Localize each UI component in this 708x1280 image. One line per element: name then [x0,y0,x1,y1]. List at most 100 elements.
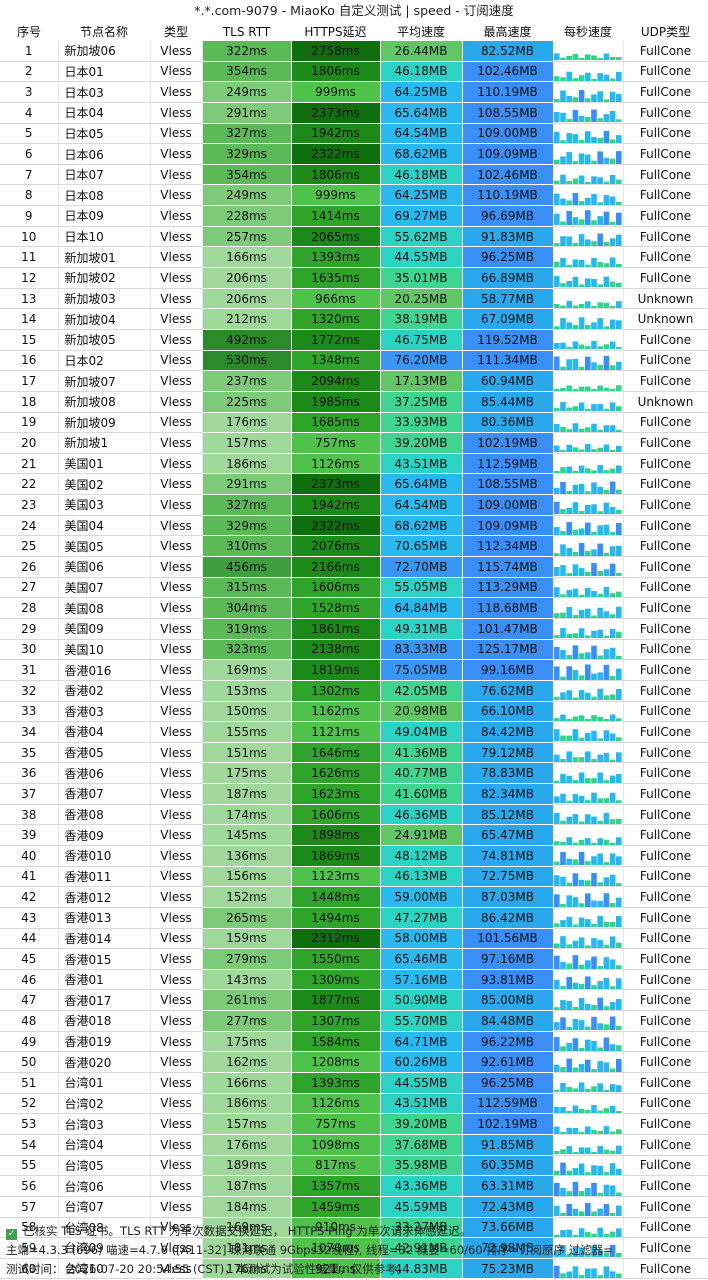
speed-sample-bar [596,900,603,907]
speed-sample-bar [609,365,615,370]
cell-per-second-speed [553,1113,624,1135]
cell-tls-rtt: 291ms [202,102,292,124]
cell-avg-speed: 39.20MB [380,1113,463,1135]
cell-node-name: 新加坡04 [58,308,151,330]
speed-sample-bar [565,428,572,432]
cell-https-latency: 1861ms [291,618,381,640]
speed-sample-bar [559,986,566,989]
speed-sample-bar [615,1058,622,1072]
cell-tls-rtt: 304ms [202,597,292,619]
cell-index: 50 [0,1051,59,1074]
cell-per-second-speed [553,577,624,599]
speed-sample-bar [609,468,615,473]
speed-sample-bar [565,718,572,721]
speed-sample-bar [559,1273,566,1278]
cell-index: 6 [0,143,59,165]
speed-sample-bar [572,1105,578,1113]
cell-udp-type: FullCone [623,515,708,537]
speed-sample-bar [584,278,591,288]
speed-sample-bar [578,879,584,886]
cell-avg-speed: 48.12MB [380,845,463,867]
speed-sample-bar [590,279,597,288]
speed-sample-bar [596,1165,603,1175]
cell-type: Vless [150,81,203,103]
table-row: 6 日本06 Vless 329ms 2322ms 68.62MB 109.09MB Full… [0,143,708,165]
per-second-speed-sparkline [553,1105,622,1113]
cell-max-speed: 112.59MB [462,453,554,475]
cell-per-second-speed [553,308,624,330]
cell-https-latency: 1320ms [291,308,381,330]
cell-per-second-speed [553,453,624,475]
footer-line-time: 测试时间： 2026-07-20 20:54:55 (CST)，本测试为试验性结… [6,1262,409,1276]
speed-sample-bar [578,738,584,742]
speed-sample-bar [553,388,560,391]
speed-sample-bar [596,448,603,453]
table-row: 8 日本08 Vless 249ms 999ms 64.25MB 110.19MB FullC… [0,184,708,207]
per-second-speed-sparkline [553,663,622,680]
speed-sample-bar [590,404,597,412]
speed-sample-bar [603,812,609,824]
speed-sample-bar [572,471,578,473]
table-row: 35 香港05 Vless 151ms 1646ms 41.36MB 79.12MB Full… [0,742,708,764]
speed-sample-bar [596,981,603,989]
speed-sample-bar [596,607,603,618]
cell-index: 20 [0,432,59,454]
speed-sample-bar [603,552,609,556]
speed-sample-bar [578,628,584,639]
speed-sample-bar [584,945,591,948]
speed-sample-bar [603,445,609,453]
per-second-speed-sparkline [553,402,622,412]
per-second-speed-sparkline [553,836,622,845]
speed-sample-bar [572,1181,578,1196]
cell-max-speed: 85.00MB [462,989,554,1012]
speed-sample-bar [584,444,591,453]
speed-sample-bar [565,95,572,102]
cell-avg-speed: 49.31MB [380,618,463,640]
table-row: 7 日本07 Vless 354ms 1806ms 46.18MB 102.46MB Full… [0,164,708,186]
cell-type: Vless [150,969,203,991]
speed-sample-bar [609,1163,615,1175]
speed-sample-bar [559,257,566,267]
speed-sample-bar [572,564,578,577]
cell-type: Vless [150,1196,203,1218]
cell-node-name: 香港08 [58,804,151,826]
cell-node-name: 香港02 [58,680,151,702]
speed-sample-bar [584,1203,591,1217]
speed-sample-bar [572,794,578,804]
speed-sample-bar [590,449,597,453]
cell-per-second-speed [553,123,624,145]
cell-max-speed: 67.09MB [462,308,554,330]
table-row: 15 新加坡05 Vless 492ms 1772ms 46.75MB 119.52MB Fu… [0,329,708,351]
cell-avg-speed: 43.51MB [380,1093,463,1115]
speed-sample-bar [615,668,622,680]
cell-node-name: 香港019 [58,1031,151,1053]
speed-sample-bar [590,714,597,721]
speed-sample-bar [553,1182,560,1196]
cell-max-speed: 101.56MB [462,928,554,950]
cell-tls-rtt: 162ms [202,1051,292,1074]
cell-tls-rtt: 237ms [202,370,292,392]
speed-sample-bar [596,302,603,308]
cell-udp-type: FullCone [623,535,708,558]
cell-udp-type: FullCone [623,1093,708,1115]
per-second-speed-sparkline [553,628,622,639]
cell-udp-type: FullCone [623,1031,708,1053]
footer-line-tls: ✓ 已核实 TLS 证书。TLS RTT 为单次数据交换延迟， HTTPS Pin… [0,1222,708,1241]
speed-sample-bar [572,814,578,824]
table-row: 20 新加坡1 Vless 157ms 757ms 39.20MB 102.19MB Full… [0,432,708,454]
cell-node-name: 美国07 [58,577,151,599]
cell-tls-rtt: 159ms [202,928,292,950]
cell-index: 25 [0,535,59,558]
speed-sample-bar [609,1213,615,1217]
speed-sample-bar [584,652,591,659]
speed-sample-bar [590,94,597,102]
speed-sample-bar [553,325,560,329]
cell-tls-rtt: 189ms [202,1155,292,1177]
cell-tls-rtt: 169ms [202,659,292,681]
speed-sample-bar [596,1250,603,1258]
speed-sample-bar [590,1004,597,1010]
speed-sample-bar [615,818,622,824]
cell-per-second-speed [553,473,624,496]
speed-sample-bar [609,1001,615,1010]
cell-https-latency: 1126ms [291,453,381,475]
